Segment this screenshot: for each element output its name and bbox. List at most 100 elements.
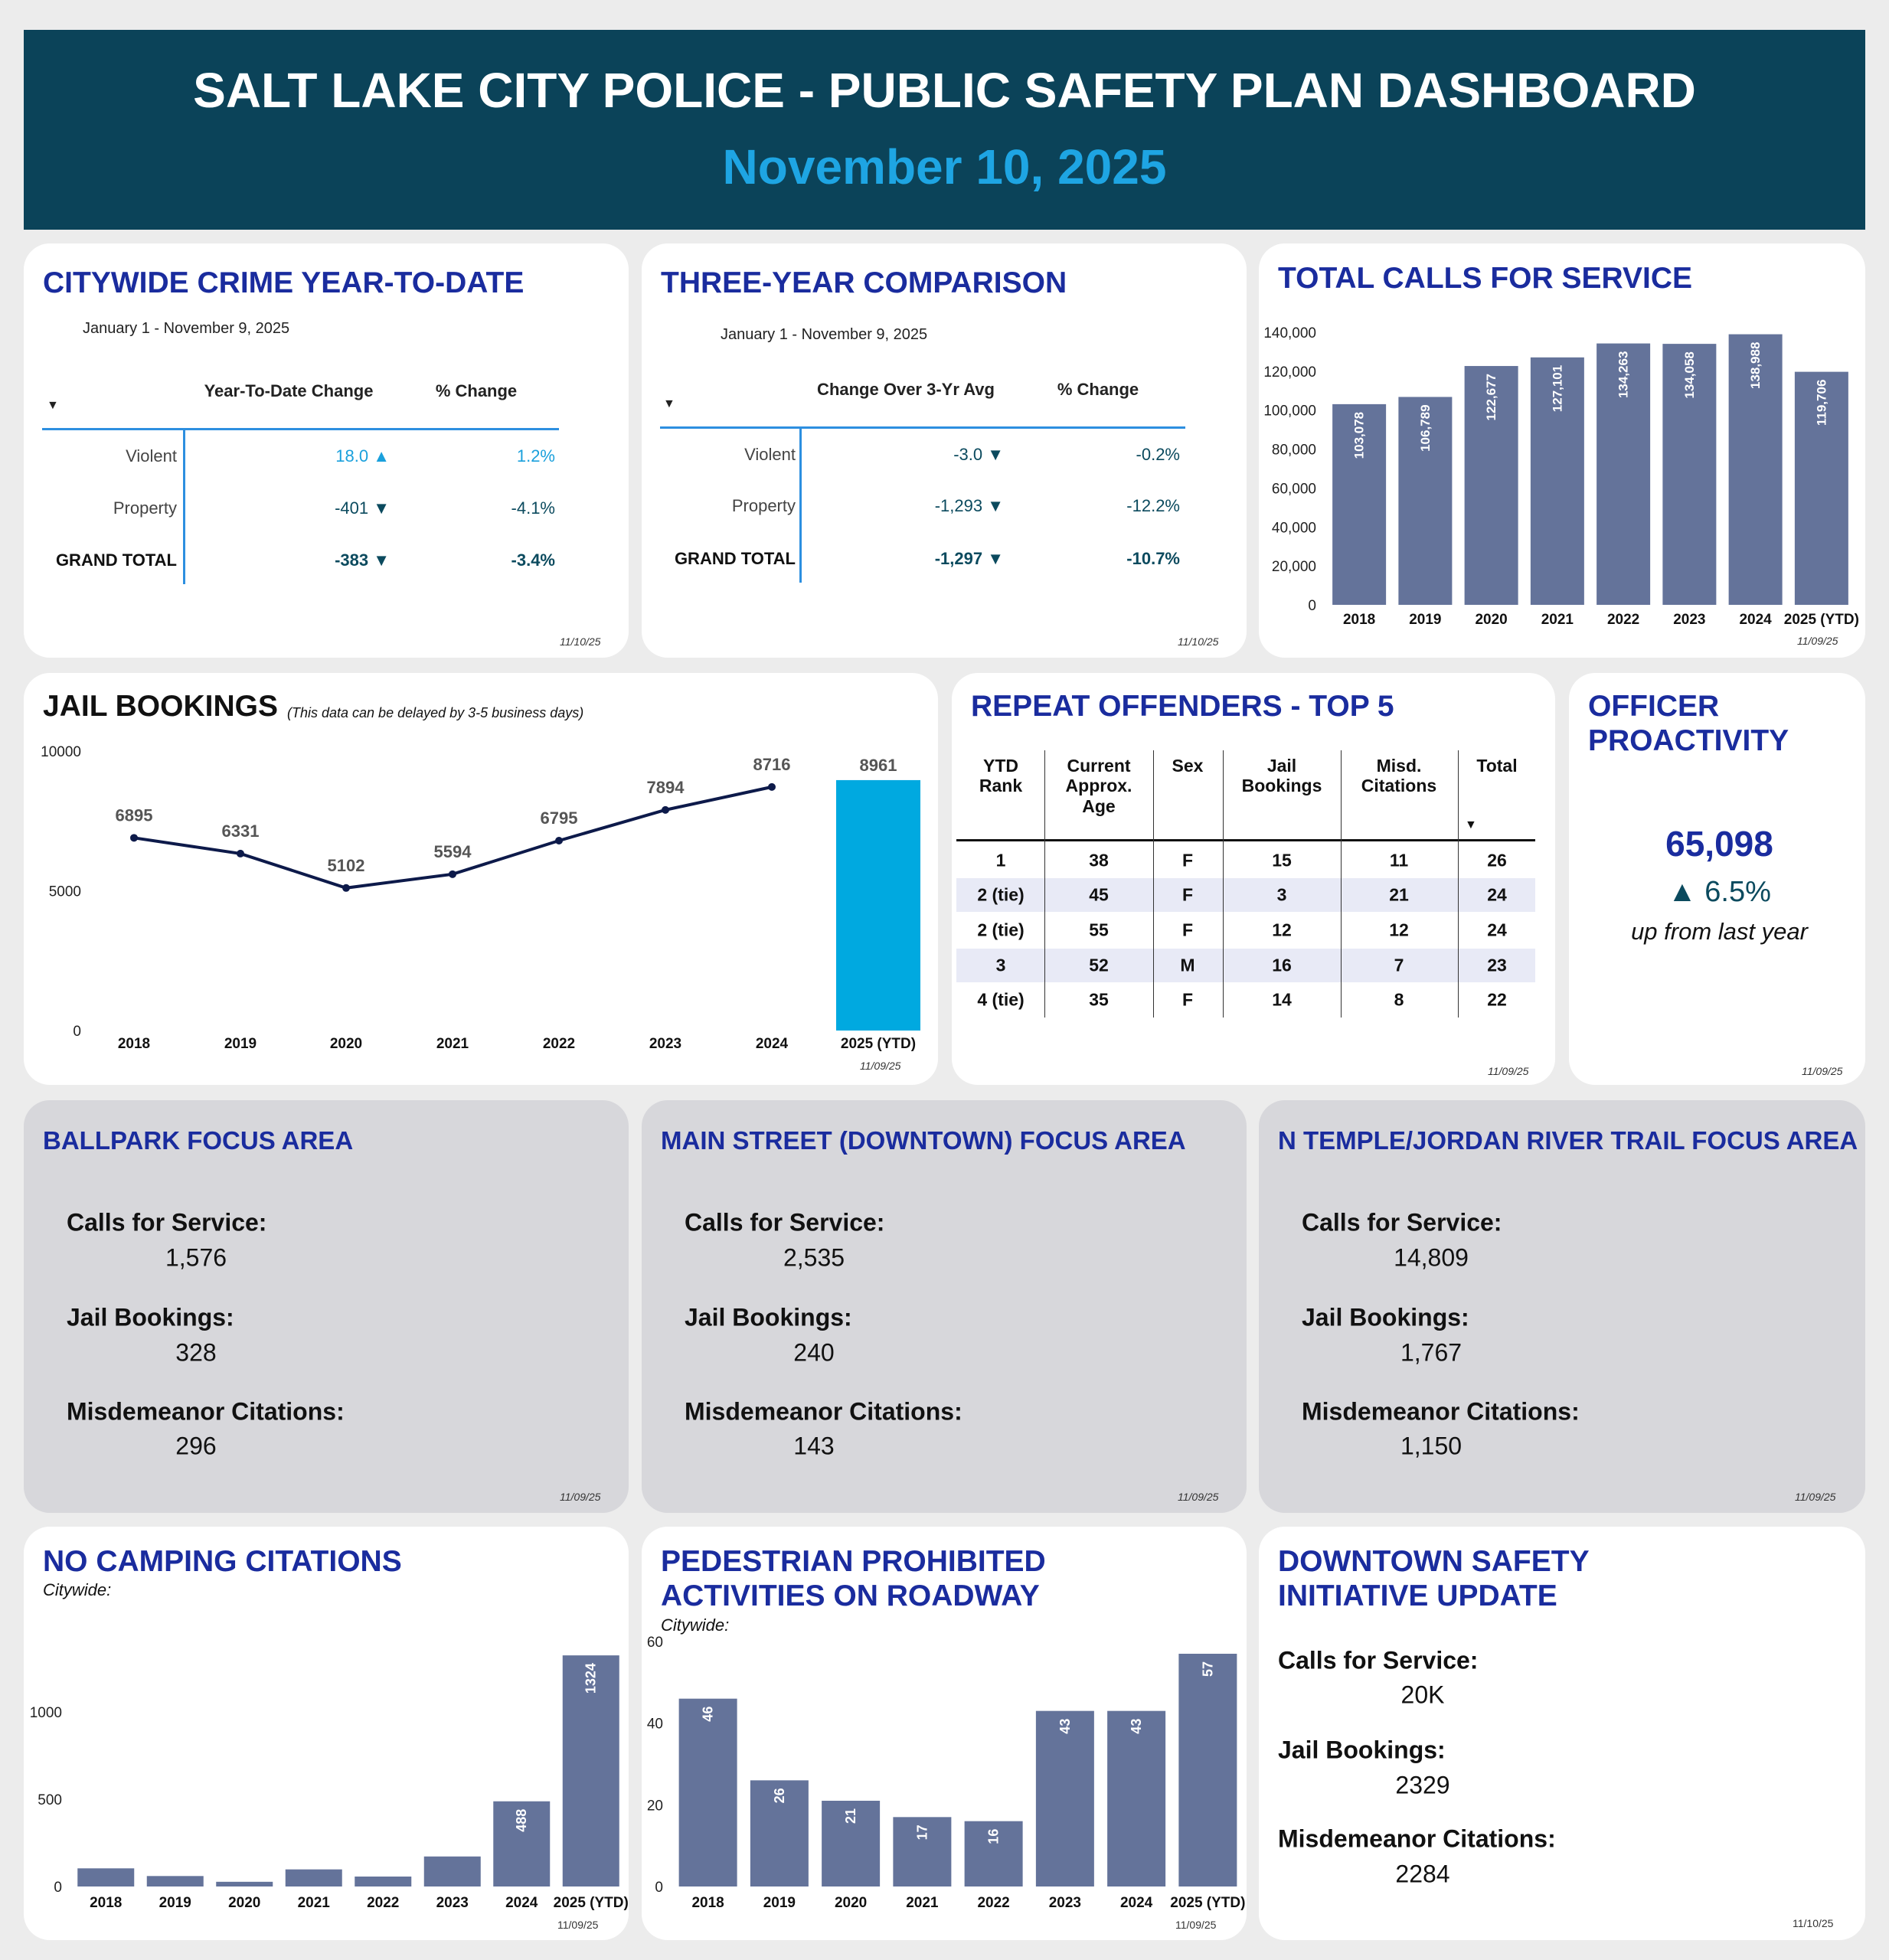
misd-value: 2284 <box>1395 1860 1450 1888</box>
x-tick-label: 2021 <box>436 1036 469 1052</box>
panel-title: CITYWIDE CRIME YEAR-TO-DATE <box>43 266 525 299</box>
table-cell: 12 <box>1389 920 1409 940</box>
x-tick-label: 2025 (YTD) <box>841 1036 916 1052</box>
panel-title: TOTAL CALLS FOR SERVICE <box>1278 262 1692 295</box>
y-tick-label: 20,000 <box>1272 559 1316 575</box>
y-tick-label: 80,000 <box>1272 443 1316 459</box>
bar-value-label: 43 <box>1057 1719 1073 1734</box>
row-change: -1,293 ▼ <box>934 496 1004 515</box>
calls-label: Calls for Service: <box>685 1208 885 1236</box>
downtown-safety-panel: DOWNTOWN SAFETY INITIATIVE UPDATE Calls … <box>1259 1527 1865 1940</box>
sort-dropdown-icon[interactable]: ▼ <box>663 397 675 410</box>
misd-value: 143 <box>793 1432 835 1460</box>
updated-date: 11/09/25 <box>860 1060 901 1072</box>
row-label: GRAND TOTAL <box>55 550 177 570</box>
row-label: Property <box>731 496 796 515</box>
y-tick-label: 5000 <box>49 884 81 900</box>
row-pct: -3.4% <box>511 550 555 570</box>
divider <box>799 427 802 583</box>
officer-proactivity-panel: OFFICER PROACTIVITY 65,098 ▲ 6.5% up fro… <box>1569 673 1865 1085</box>
bar-value-label: 103,078 <box>1352 412 1367 459</box>
bar-value-label: 57 <box>1200 1661 1215 1677</box>
y-tick-label: 0 <box>54 1880 62 1896</box>
panel-title: MAIN STREET (DOWNTOWN) FOCUS AREA <box>661 1126 1186 1155</box>
panel-title: OFFICER PROACTIVITY <box>1588 690 1789 757</box>
crime-ytd-panel: CITYWIDE CRIME YEAR-TO-DATE January 1 - … <box>24 243 629 658</box>
y-tick-label: 40,000 <box>1272 520 1316 536</box>
calls-panel: TOTAL CALLS FOR SERVICE 0 20,000 40,000 60,… <box>1259 243 1865 658</box>
y-tick-label: 120,000 <box>1263 364 1316 381</box>
proactivity-change: ▲ 6.5% <box>1668 876 1771 908</box>
x-tick-label: 2021 <box>298 1895 331 1911</box>
proactivity-value: 65,098 <box>1665 824 1773 864</box>
updated-date: 11/09/25 <box>557 1919 599 1931</box>
bar <box>822 1801 881 1886</box>
column-header: Year-To-Date Change <box>204 381 374 400</box>
x-tick-label: 2023 <box>1673 612 1705 628</box>
jail-label: Jail Bookings: <box>67 1303 234 1331</box>
sort-dropdown-icon[interactable]: ▼ <box>47 399 59 412</box>
bar-value-label: 26 <box>772 1788 787 1803</box>
three-year-panel: THREE-YEAR COMPARISON January 1 - Novemb… <box>642 243 1247 658</box>
x-tick-label: 2021 <box>1541 612 1574 628</box>
ytd-bar <box>836 779 920 1031</box>
table-row-stripe <box>956 878 1535 912</box>
table-cell: F <box>1181 884 1194 905</box>
bar <box>285 1869 342 1886</box>
calls-label: Calls for Service: <box>1302 1208 1502 1236</box>
table-cell: 12 <box>1272 920 1292 940</box>
jail-label: Jail Bookings: <box>1302 1303 1469 1331</box>
data-label: 5594 <box>434 842 472 861</box>
table-cell: M <box>1180 955 1195 975</box>
focus-area-main-street: MAIN STREET (DOWNTOWN) FOCUS AREA Calls … <box>642 1100 1247 1513</box>
row-change: -383 ▼ <box>335 550 390 570</box>
table-cell: 38 <box>1089 850 1109 871</box>
panel-subtitle: Citywide: <box>661 1615 730 1635</box>
sort-descending-icon[interactable]: ▼ <box>1465 818 1477 831</box>
bar <box>1107 1710 1166 1886</box>
misd-label: Misdemeanor Citations: <box>67 1397 345 1426</box>
row-label: Violent <box>126 446 177 466</box>
x-tick-label: 2024 <box>505 1895 538 1911</box>
x-tick-label: 2023 <box>436 1895 469 1911</box>
bar <box>146 1876 204 1886</box>
bar <box>1464 366 1518 605</box>
bar-value-label: 488 <box>514 1809 529 1832</box>
table-cell: 26 <box>1487 850 1507 871</box>
calls-value: 2,535 <box>783 1243 845 1272</box>
panel-title-line-2: ACTIVITIES ON ROADWAY <box>661 1579 1040 1612</box>
y-tick-label: 10000 <box>41 744 81 760</box>
table-cell: 3 <box>995 955 1006 975</box>
x-tick-label: 2018 <box>90 1895 122 1911</box>
x-tick-label: 2022 <box>1607 612 1639 628</box>
jail-value: 240 <box>793 1338 835 1367</box>
y-tick-label: 500 <box>38 1792 62 1808</box>
table-cell: 35 <box>1089 989 1109 1010</box>
updated-date: 11/10/25 <box>560 635 601 648</box>
table-cell: 14 <box>1272 989 1292 1010</box>
data-point <box>662 805 669 814</box>
calls-value: 14,809 <box>1394 1243 1469 1272</box>
table-cell: 55 <box>1089 920 1109 940</box>
data-point <box>342 884 350 892</box>
table-cell: 3 <box>1276 884 1287 905</box>
row-pct: -10.7% <box>1126 549 1180 568</box>
x-tick-label: 2019 <box>224 1036 257 1052</box>
panel-note: (This data can be delayed by 3-5 busines… <box>287 705 584 720</box>
table-cell: 11 <box>1389 850 1409 871</box>
y-tick-label: 100,000 <box>1263 403 1316 420</box>
table-cell: 52 <box>1089 955 1109 975</box>
x-tick-label: 2018 <box>118 1036 150 1052</box>
panel-title: NO CAMPING CITATIONS <box>43 1545 402 1578</box>
data-label: 6795 <box>541 808 578 828</box>
misd-value: 1,150 <box>1400 1432 1463 1460</box>
data-point <box>130 834 138 842</box>
column-header: % Change <box>1057 380 1139 399</box>
bar <box>1398 397 1453 605</box>
x-tick-label: 2023 <box>1049 1895 1081 1911</box>
dashboard-date: November 10, 2025 <box>722 139 1167 194</box>
bar <box>1596 343 1651 605</box>
panel-title: BALLPARK FOCUS AREA <box>43 1126 354 1155</box>
pedestrian-panel: PEDESTRIAN PROHIBITED ACTIVITIES ON ROAD… <box>642 1527 1247 1940</box>
data-label: 5102 <box>328 856 365 875</box>
